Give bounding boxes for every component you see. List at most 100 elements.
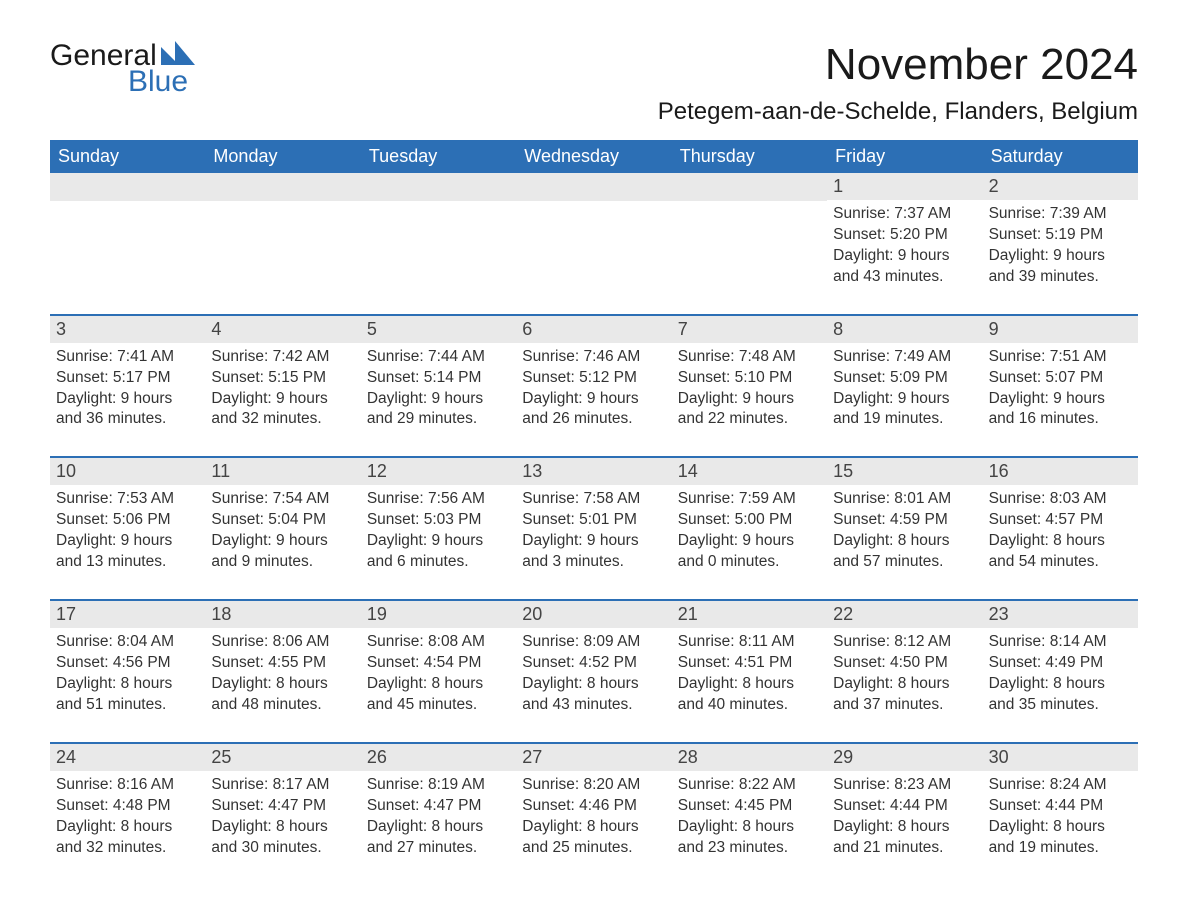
daylight-line-1: Daylight: 9 hours <box>211 531 354 552</box>
sunset-line: Sunset: 4:44 PM <box>989 796 1132 817</box>
daylight-line-1: Daylight: 8 hours <box>367 674 510 695</box>
daylight-line-2: and 29 minutes. <box>367 409 510 430</box>
day-cell <box>516 173 671 294</box>
sunset-line: Sunset: 4:50 PM <box>833 653 976 674</box>
daylight-line-1: Daylight: 8 hours <box>989 674 1132 695</box>
sunset-line: Sunset: 4:46 PM <box>522 796 665 817</box>
daylight-line-1: Daylight: 9 hours <box>522 389 665 410</box>
daylight-line-2: and 45 minutes. <box>367 695 510 716</box>
day-details: Sunrise: 7:54 AMSunset: 5:04 PMDaylight:… <box>205 485 360 579</box>
sunset-line: Sunset: 5:19 PM <box>989 225 1132 246</box>
logo-secondary: Blue <box>128 66 188 98</box>
sunset-line: Sunset: 5:00 PM <box>678 510 821 531</box>
daylight-line-2: and 9 minutes. <box>211 552 354 573</box>
sunrise-line: Sunrise: 7:53 AM <box>56 489 199 510</box>
day-number: 7 <box>672 316 827 343</box>
day-cell: 10Sunrise: 7:53 AMSunset: 5:06 PMDayligh… <box>50 458 205 579</box>
daylight-line-1: Daylight: 8 hours <box>678 817 821 838</box>
daylight-line-1: Daylight: 8 hours <box>989 817 1132 838</box>
day-details: Sunrise: 7:51 AMSunset: 5:07 PMDaylight:… <box>983 343 1138 437</box>
daylight-line-2: and 32 minutes. <box>211 409 354 430</box>
sunset-line: Sunset: 4:47 PM <box>367 796 510 817</box>
daylight-line-2: and 40 minutes. <box>678 695 821 716</box>
day-details: Sunrise: 7:49 AMSunset: 5:09 PMDaylight:… <box>827 343 982 437</box>
day-details: Sunrise: 8:11 AMSunset: 4:51 PMDaylight:… <box>672 628 827 722</box>
sunset-line: Sunset: 5:09 PM <box>833 368 976 389</box>
day-details: Sunrise: 8:04 AMSunset: 4:56 PMDaylight:… <box>50 628 205 722</box>
daylight-line-2: and 19 minutes. <box>989 838 1132 859</box>
daylight-line-2: and 39 minutes. <box>989 267 1132 288</box>
day-details: Sunrise: 7:58 AMSunset: 5:01 PMDaylight:… <box>516 485 671 579</box>
sunrise-line: Sunrise: 7:56 AM <box>367 489 510 510</box>
day-cell: 11Sunrise: 7:54 AMSunset: 5:04 PMDayligh… <box>205 458 360 579</box>
sunrise-line: Sunrise: 7:51 AM <box>989 347 1132 368</box>
day-number: 9 <box>983 316 1138 343</box>
sunset-line: Sunset: 5:03 PM <box>367 510 510 531</box>
sunrise-line: Sunrise: 7:58 AM <box>522 489 665 510</box>
day-number: 11 <box>205 458 360 485</box>
daylight-line-1: Daylight: 8 hours <box>211 674 354 695</box>
sunrise-line: Sunrise: 7:37 AM <box>833 204 976 225</box>
day-cell: 24Sunrise: 8:16 AMSunset: 4:48 PMDayligh… <box>50 744 205 865</box>
day-number: 25 <box>205 744 360 771</box>
sunrise-line: Sunrise: 8:12 AM <box>833 632 976 653</box>
sunrise-line: Sunrise: 7:42 AM <box>211 347 354 368</box>
day-details: Sunrise: 7:48 AMSunset: 5:10 PMDaylight:… <box>672 343 827 437</box>
sunrise-line: Sunrise: 8:09 AM <box>522 632 665 653</box>
sunrise-line: Sunrise: 8:08 AM <box>367 632 510 653</box>
week-spacer <box>50 294 1138 314</box>
day-cell <box>361 173 516 294</box>
month-title: November 2024 <box>658 40 1138 90</box>
daylight-line-1: Daylight: 9 hours <box>211 389 354 410</box>
day-number: 4 <box>205 316 360 343</box>
day-cell: 19Sunrise: 8:08 AMSunset: 4:54 PMDayligh… <box>361 601 516 722</box>
daylight-line-2: and 36 minutes. <box>56 409 199 430</box>
day-details: Sunrise: 8:22 AMSunset: 4:45 PMDaylight:… <box>672 771 827 865</box>
day-number: 20 <box>516 601 671 628</box>
day-details: Sunrise: 8:23 AMSunset: 4:44 PMDaylight:… <box>827 771 982 865</box>
day-details: Sunrise: 8:17 AMSunset: 4:47 PMDaylight:… <box>205 771 360 865</box>
empty-day <box>361 173 516 201</box>
daylight-line-1: Daylight: 8 hours <box>833 817 976 838</box>
day-number: 10 <box>50 458 205 485</box>
day-details: Sunrise: 7:39 AMSunset: 5:19 PMDaylight:… <box>983 200 1138 294</box>
day-number: 29 <box>827 744 982 771</box>
day-cell: 12Sunrise: 7:56 AMSunset: 5:03 PMDayligh… <box>361 458 516 579</box>
sunset-line: Sunset: 5:20 PM <box>833 225 976 246</box>
daylight-line-1: Daylight: 9 hours <box>367 389 510 410</box>
day-cell: 23Sunrise: 8:14 AMSunset: 4:49 PMDayligh… <box>983 601 1138 722</box>
daylight-line-2: and 0 minutes. <box>678 552 821 573</box>
day-details: Sunrise: 8:19 AMSunset: 4:47 PMDaylight:… <box>361 771 516 865</box>
day-cell: 20Sunrise: 8:09 AMSunset: 4:52 PMDayligh… <box>516 601 671 722</box>
daylight-line-1: Daylight: 9 hours <box>989 389 1132 410</box>
day-cell: 22Sunrise: 8:12 AMSunset: 4:50 PMDayligh… <box>827 601 982 722</box>
daylight-line-2: and 48 minutes. <box>211 695 354 716</box>
day-details: Sunrise: 8:08 AMSunset: 4:54 PMDaylight:… <box>361 628 516 722</box>
sunset-line: Sunset: 5:15 PM <box>211 368 354 389</box>
sunrise-line: Sunrise: 8:01 AM <box>833 489 976 510</box>
calendar: Sunday Monday Tuesday Wednesday Thursday… <box>50 140 1138 864</box>
sunset-line: Sunset: 4:44 PM <box>833 796 976 817</box>
day-cell: 27Sunrise: 8:20 AMSunset: 4:46 PMDayligh… <box>516 744 671 865</box>
sunset-line: Sunset: 5:07 PM <box>989 368 1132 389</box>
day-number: 23 <box>983 601 1138 628</box>
sunrise-line: Sunrise: 7:39 AM <box>989 204 1132 225</box>
day-number: 14 <box>672 458 827 485</box>
weeks-container: 1Sunrise: 7:37 AMSunset: 5:20 PMDaylight… <box>50 173 1138 864</box>
sunrise-line: Sunrise: 8:17 AM <box>211 775 354 796</box>
daylight-line-2: and 30 minutes. <box>211 838 354 859</box>
week-row: 24Sunrise: 8:16 AMSunset: 4:48 PMDayligh… <box>50 742 1138 865</box>
day-cell: 6Sunrise: 7:46 AMSunset: 5:12 PMDaylight… <box>516 316 671 437</box>
week-row: 17Sunrise: 8:04 AMSunset: 4:56 PMDayligh… <box>50 599 1138 722</box>
daylight-line-1: Daylight: 8 hours <box>833 674 976 695</box>
sunrise-line: Sunrise: 8:23 AM <box>833 775 976 796</box>
day-number: 2 <box>983 173 1138 200</box>
daylight-line-2: and 57 minutes. <box>833 552 976 573</box>
day-cell: 8Sunrise: 7:49 AMSunset: 5:09 PMDaylight… <box>827 316 982 437</box>
sunrise-line: Sunrise: 8:11 AM <box>678 632 821 653</box>
day-details: Sunrise: 8:06 AMSunset: 4:55 PMDaylight:… <box>205 628 360 722</box>
sunset-line: Sunset: 5:06 PM <box>56 510 199 531</box>
day-number: 21 <box>672 601 827 628</box>
sunset-line: Sunset: 4:57 PM <box>989 510 1132 531</box>
day-cell: 14Sunrise: 7:59 AMSunset: 5:00 PMDayligh… <box>672 458 827 579</box>
